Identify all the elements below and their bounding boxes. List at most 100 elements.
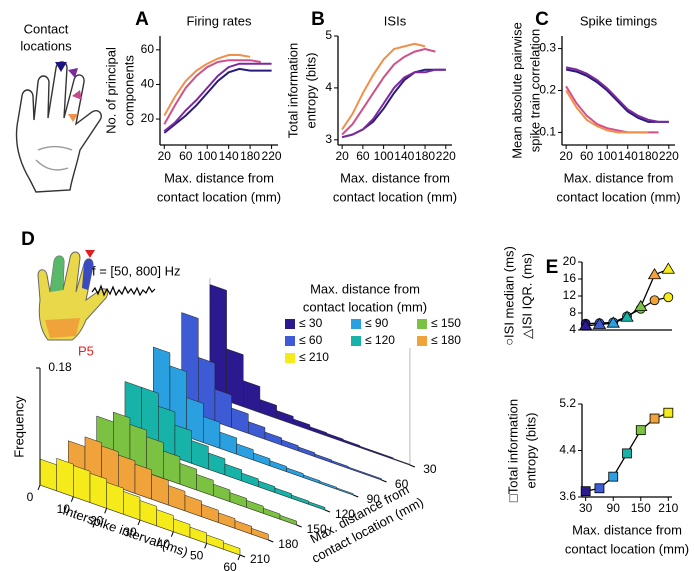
- y-tick-label: 20: [563, 254, 577, 268]
- bar: [246, 499, 264, 514]
- x-tick-label: 220: [262, 149, 282, 163]
- z-tick-label: 90: [367, 492, 381, 506]
- bar: [343, 439, 361, 448]
- x-tick-label: 100: [597, 149, 617, 163]
- bar: [336, 487, 354, 496]
- axis-label: Max. distance from: [340, 170, 450, 185]
- marker: [620, 310, 634, 322]
- axis-label: □Total information: [505, 399, 520, 502]
- x-tick-label: 220: [436, 149, 456, 163]
- x-tick-label: 210: [658, 501, 678, 515]
- bar: [118, 454, 136, 494]
- legend-label: ≤ 60: [299, 333, 323, 347]
- y-tick-label: 3: [325, 132, 332, 146]
- bar: [39, 458, 57, 492]
- axis-label: contact location (mm): [303, 299, 427, 314]
- bar: [73, 465, 91, 503]
- x-tick-label: 180: [415, 149, 435, 163]
- y-tick-label: 4.4: [559, 443, 576, 457]
- z-tick-label: 180: [278, 537, 298, 551]
- marker: [661, 262, 676, 274]
- y-tick-label: 5.2: [559, 396, 576, 410]
- bar: [293, 418, 311, 431]
- marker: [580, 486, 591, 497]
- x-tick-label: 140: [219, 149, 239, 163]
- x-tick-label: 220: [659, 149, 679, 163]
- hand-sketch: [15, 61, 102, 193]
- panel-letter: E: [546, 257, 559, 278]
- bar: [231, 407, 249, 434]
- axis-label: Max. distance from: [564, 170, 674, 185]
- legend-swatch: [417, 336, 427, 346]
- x-tick-label: 60: [356, 149, 370, 163]
- bar: [134, 463, 152, 500]
- axis-label: contact location (mm): [565, 541, 689, 556]
- x-tick-label: 30: [123, 525, 137, 539]
- marker: [663, 292, 674, 303]
- x-tick: [137, 519, 141, 526]
- marker: [578, 318, 593, 331]
- bar: [201, 503, 219, 523]
- z-tick-label: 150: [307, 522, 327, 536]
- bar: [319, 481, 337, 490]
- x-tick-label: 140: [394, 149, 414, 163]
- x-tick-label: 20: [90, 514, 104, 528]
- x-tick-label: 100: [374, 149, 394, 163]
- marker: [608, 471, 619, 482]
- marker: [649, 295, 660, 306]
- axis-label: Max. distance from: [572, 522, 682, 537]
- bar: [174, 424, 192, 464]
- bar: [253, 452, 271, 467]
- contact-marker: [72, 90, 82, 100]
- series-line: [163, 54, 251, 117]
- x-tick-label: 10: [57, 502, 71, 516]
- z-tick: [353, 494, 359, 498]
- bar: [213, 483, 231, 503]
- bar: [56, 457, 74, 498]
- bar: [274, 487, 292, 499]
- axis-label: entropy (bits): [303, 53, 318, 129]
- x-tick: [204, 543, 208, 549]
- legend-swatch: [351, 336, 361, 346]
- z-tick-label: 120: [335, 507, 355, 521]
- bar: [259, 399, 277, 419]
- annotation: f = [50, 800] Hz: [92, 263, 181, 278]
- x-tick-label: 40: [157, 537, 171, 551]
- series-line: [565, 66, 669, 123]
- marker: [622, 448, 632, 459]
- y-tick-label: 12: [563, 288, 577, 302]
- bar: [376, 451, 394, 460]
- marker: [634, 299, 648, 312]
- bar: [279, 514, 297, 526]
- bar: [196, 474, 214, 497]
- bar: [236, 443, 254, 461]
- bar: [203, 416, 221, 449]
- x-tick: [70, 496, 74, 502]
- series-line: [565, 68, 669, 123]
- x-tick-label: 30: [579, 501, 593, 515]
- hand-label: Contact: [24, 21, 69, 36]
- bar: [163, 450, 181, 485]
- legend-swatch: [351, 319, 361, 329]
- x-tick-label: 50: [190, 549, 204, 563]
- bar: [251, 527, 269, 541]
- z-tick: [239, 554, 246, 558]
- panel-letter: A: [135, 9, 149, 30]
- y-tick-label: 0.18: [48, 360, 72, 374]
- z-tick: [268, 539, 274, 543]
- bar: [123, 491, 141, 521]
- legend-label: ≤ 180: [431, 333, 461, 347]
- marker: [649, 413, 660, 424]
- x-tick: [37, 484, 41, 491]
- bar: [281, 439, 299, 452]
- x-tick-label: 20: [559, 149, 573, 163]
- axis-label: Mean absolute pairwise: [509, 22, 524, 159]
- bar: [291, 494, 309, 505]
- z-tick-label: 30: [423, 462, 437, 476]
- bar: [326, 432, 344, 443]
- legend-swatch: [417, 319, 427, 329]
- panel-letter: B: [311, 9, 325, 30]
- series-line: [341, 42, 426, 130]
- axis-label: spike train correlation: [527, 29, 542, 153]
- legend-swatch: [285, 319, 295, 329]
